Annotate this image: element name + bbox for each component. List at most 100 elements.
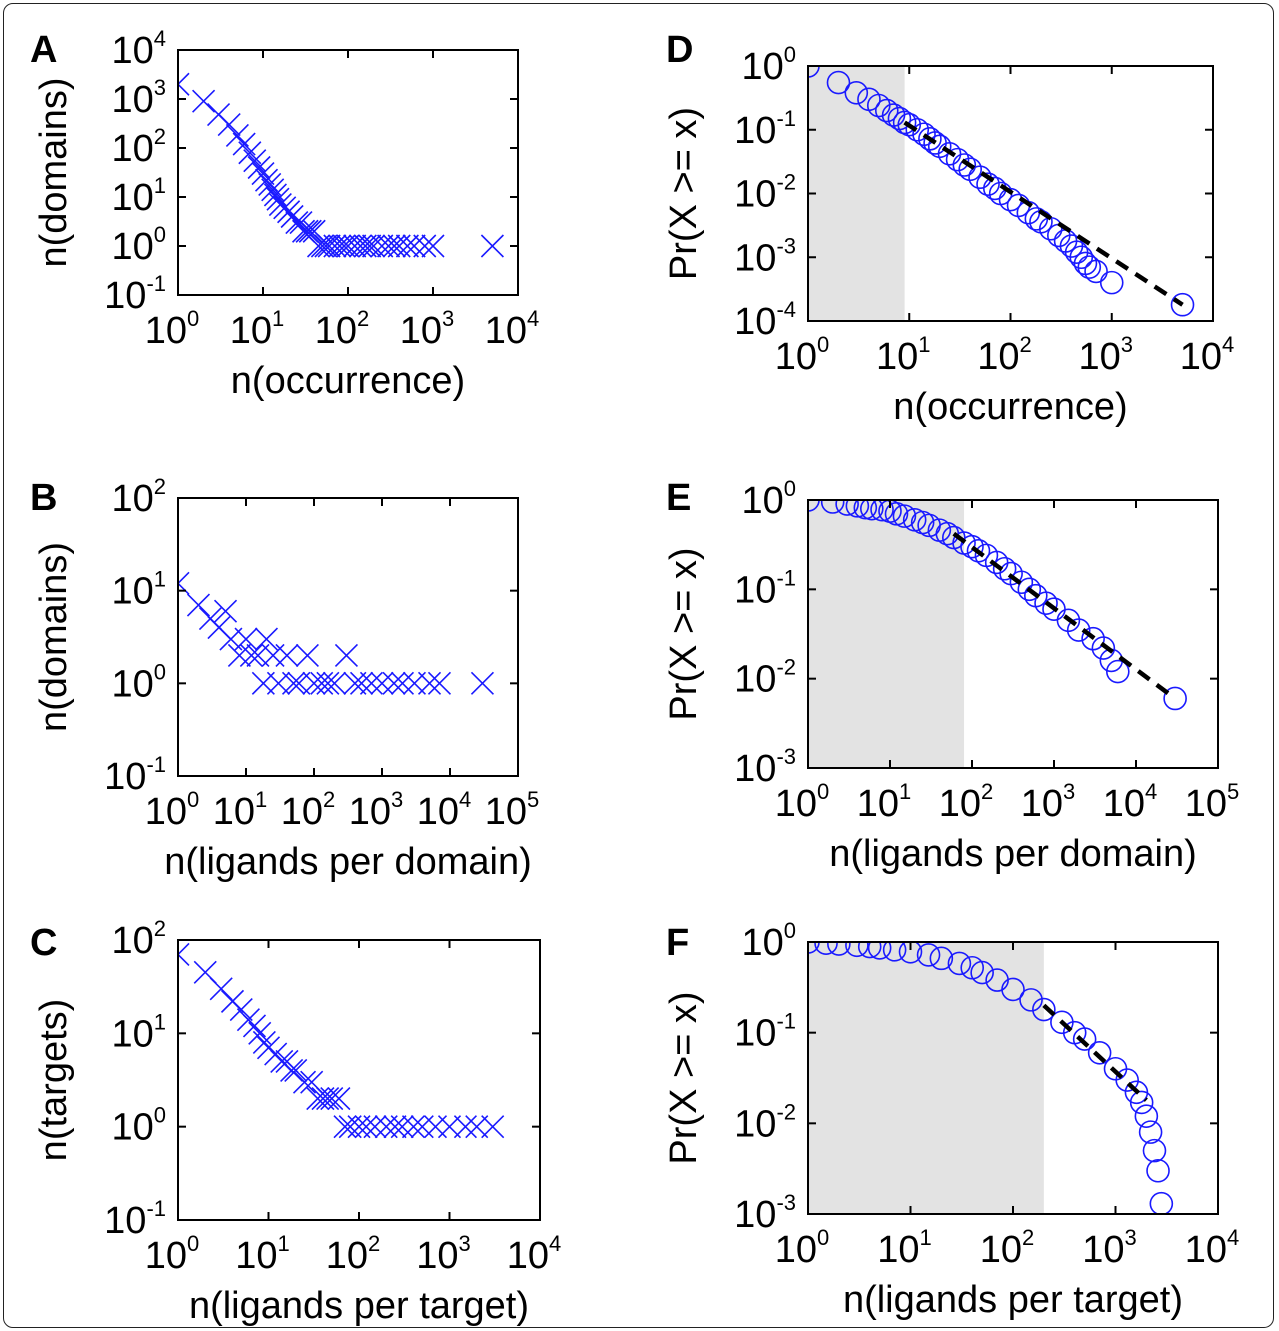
data-point [243,149,267,173]
data-point [390,1115,414,1139]
data-point [382,234,406,258]
y-tick-label: 10-1 [734,565,796,611]
data-point [992,556,1017,581]
data-point [354,1115,378,1139]
data-markers [808,500,1187,711]
data-point [358,234,382,258]
plot-frame [807,499,1219,769]
x-tick-label: 103 [349,787,404,833]
y-tick-label: 10-3 [734,744,796,790]
data-point [280,1058,304,1083]
x-axis-label: n(ligands per target) [189,1285,529,1327]
data-point [209,977,233,1001]
data-point [333,1115,357,1139]
x-axis-label: n(occurrence) [231,360,465,402]
y-tick-label: 10-2 [734,655,796,701]
data-point [892,110,917,135]
data-markers [178,72,504,258]
data-point [1066,618,1091,642]
data-point [1001,977,1025,1002]
data-point [323,234,347,258]
data-point [905,117,930,142]
data-point [453,1115,478,1139]
data-point [327,1087,351,1111]
data-point [383,1115,407,1139]
data-point [1170,292,1195,317]
data-point [382,671,406,695]
data-point [1017,577,1042,602]
data-point [857,942,882,959]
x-tick-label: 102 [977,332,1032,378]
data-point [227,643,251,668]
data-point [947,951,972,976]
x-tick-label: 101 [876,332,931,378]
y-axis-label: Pr(X >= x) [663,991,705,1164]
fit-line [903,120,1184,307]
data-point [370,671,394,695]
data-point [1134,1104,1159,1128]
data-point [251,162,275,186]
data-point [480,234,504,258]
x-axis-label: n(ligands per domain) [829,833,1197,875]
data-point [1019,988,1043,1012]
data-point [845,500,870,518]
x-tick-label: 101 [857,779,912,825]
data-point [395,234,419,258]
data-point [338,1115,362,1139]
x-axis-label: n(ligands per domain) [164,841,532,883]
data-point [310,671,334,695]
data-point [322,671,347,695]
data-point [332,234,356,258]
data-point [427,671,452,695]
data-point [275,643,299,668]
data-point [1129,1090,1154,1115]
y-tick-label: 10-1 [734,1009,796,1055]
panel-f: 100 101 102 103 104 10-3 10-2 10-1 100 n(ligands … [663,918,1239,1321]
data-point [1032,997,1056,1022]
x-tick-label: 104 [485,306,540,352]
data-point [320,1087,344,1111]
data-point [295,643,319,668]
plot-frame [177,497,519,777]
x-tick-label: 104 [1185,1225,1240,1271]
panel-label: C [30,922,57,964]
y-tick-label: 10-2 [734,1099,796,1145]
x-tick-label: 100 [145,306,200,352]
data-markers [808,942,1174,1214]
y-axis-label: Pr(X >= x) [663,547,705,720]
data-point [976,172,1000,196]
panel-label: F [666,922,689,964]
data-point [421,234,445,258]
y-tick-label: 104 [111,26,166,72]
data-point [860,500,884,521]
data-point [353,234,377,258]
data-point [417,671,442,695]
y-tick-label: 101 [111,173,166,219]
data-point [970,960,994,985]
panel-label: E [666,477,691,519]
x-tick-label: 101 [235,1231,290,1277]
y-tick-label: 10-3 [734,1190,796,1236]
data-point [929,946,954,971]
y-axis-label: n(domains) [33,542,75,732]
data-markers [178,942,505,1139]
data-point [1115,1068,1139,1092]
data-point [844,80,869,105]
y-axis-label: n(targets) [33,999,75,1162]
x-tick-label: 103 [400,306,455,352]
panel-e: 100 101 102 103 104 105 10-3 10-2 10-1 100 n(ligan… [663,476,1239,875]
y-tick-label: 10-4 [734,297,796,343]
y-tick-label: 100 [741,476,796,522]
x-tick-label: 103 [1021,779,1076,825]
figure-frame [3,3,1274,1328]
y-tick-label: 10-3 [734,233,796,279]
x-tick-label: 100 [775,332,830,378]
data-point [1034,591,1058,615]
data-point [281,671,306,695]
data-point [960,534,984,559]
data-point [827,942,851,956]
x-tick-label: 105 [485,787,540,833]
x-tick-label: 102 [281,787,336,833]
x-axis-label: n(ligands per target) [843,1279,1183,1321]
data-point [284,1058,308,1083]
